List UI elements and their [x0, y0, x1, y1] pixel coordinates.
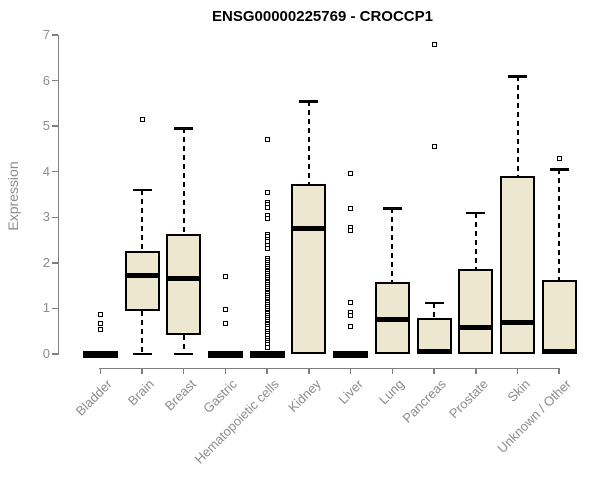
- y-axis-tick: [51, 34, 58, 36]
- x-axis-tick: [99, 367, 102, 374]
- flat-box-zero: [82, 350, 118, 358]
- y-axis-tick: [51, 353, 58, 355]
- outlier-point: [264, 216, 270, 222]
- upper-whisker: [433, 302, 436, 318]
- box: [541, 280, 577, 354]
- median-line: [124, 273, 160, 279]
- upper-whisker: [182, 128, 185, 235]
- flat-box-zero: [249, 350, 285, 358]
- box: [500, 176, 535, 354]
- x-axis-tick: [558, 367, 560, 374]
- outlier-point: [222, 274, 228, 280]
- median-line: [541, 349, 577, 355]
- x-axis-tick: [349, 367, 352, 374]
- upper-whisker-cap: [424, 301, 444, 305]
- lower-whisker-cap: [132, 352, 152, 355]
- y-axis-title: Expression: [5, 161, 21, 231]
- upper-whisker: [474, 212, 477, 269]
- y-tick-label: 7: [42, 27, 50, 42]
- box: [124, 251, 160, 311]
- upper-whisker: [516, 76, 519, 177]
- x-axis-tick: [182, 367, 185, 374]
- box: [458, 268, 494, 354]
- outlier-point: [431, 41, 437, 47]
- y-tick-label: 1: [42, 300, 50, 316]
- x-axis-tick: [516, 367, 519, 374]
- y-tick-label: 3: [42, 209, 50, 225]
- outlier-point: [97, 320, 103, 326]
- outlier-point: [348, 324, 354, 330]
- median-line: [166, 276, 202, 282]
- lower-whisker-cap: [174, 352, 194, 355]
- outlier-point: [431, 144, 437, 150]
- outlier-point: [348, 300, 354, 306]
- upper-whisker-cap: [382, 207, 402, 210]
- y-axis-tick: [51, 262, 58, 264]
- outlier-point: [348, 227, 354, 233]
- box: [416, 317, 452, 354]
- chart-title: ENSG00000225769 - CROCCP1: [212, 8, 433, 25]
- outlier-point: [264, 344, 270, 350]
- outlier-point: [264, 204, 270, 210]
- median-line: [500, 319, 535, 325]
- box: [166, 234, 202, 335]
- y-axis-tick: [51, 79, 58, 82]
- median-line: [374, 316, 410, 322]
- x-axis-tick: [475, 367, 477, 374]
- upper-whisker-cap: [299, 100, 319, 103]
- outlier-point: [348, 313, 354, 319]
- box: [291, 183, 327, 354]
- upper-whisker: [307, 101, 310, 184]
- upper-whisker-cap: [508, 75, 527, 78]
- outlier-point: [97, 312, 103, 318]
- median-line: [416, 349, 452, 355]
- upper-whisker-cap: [466, 211, 486, 215]
- lower-whisker: [141, 310, 144, 354]
- y-axis-tick: [51, 170, 58, 173]
- x-axis-tick: [433, 367, 435, 374]
- upper-whisker: [391, 208, 394, 282]
- x-axis-tick: [141, 367, 143, 374]
- upper-whisker-cap: [132, 188, 152, 192]
- y-axis-tick: [51, 125, 58, 127]
- outlier-point: [348, 171, 354, 177]
- y-tick-label: 2: [42, 254, 50, 270]
- y-tick-label: 5: [42, 118, 50, 134]
- x-axis-tick: [266, 367, 268, 374]
- x-axis-tick: [224, 367, 227, 374]
- y-tick-label: 4: [42, 163, 50, 179]
- outlier-point: [264, 245, 270, 251]
- outlier-point: [139, 116, 145, 122]
- outlier-point: [556, 155, 562, 161]
- outlier-point: [222, 307, 228, 313]
- outlier-point: [97, 327, 103, 333]
- flat-box-zero: [207, 350, 243, 358]
- outlier-point: [264, 137, 270, 143]
- y-axis-tick: [51, 307, 58, 310]
- outlier-point: [222, 321, 228, 327]
- x-axis-tick: [308, 367, 310, 374]
- x-axis-line: [99, 367, 561, 369]
- y-axis-line: [57, 35, 59, 355]
- outlier-point: [348, 205, 354, 211]
- y-tick-label: 0: [42, 346, 50, 361]
- upper-whisker: [141, 189, 144, 252]
- x-axis-tick: [391, 367, 394, 374]
- median-line: [291, 226, 327, 232]
- flat-box-zero: [333, 350, 369, 358]
- upper-whisker-cap: [549, 168, 569, 171]
- lower-whisker: [182, 334, 185, 354]
- median-line: [458, 325, 494, 331]
- y-tick-label: 6: [42, 72, 50, 88]
- upper-whisker-cap: [174, 127, 194, 130]
- outlier-point: [264, 189, 270, 195]
- y-axis-tick: [51, 216, 58, 219]
- upper-whisker: [558, 169, 561, 281]
